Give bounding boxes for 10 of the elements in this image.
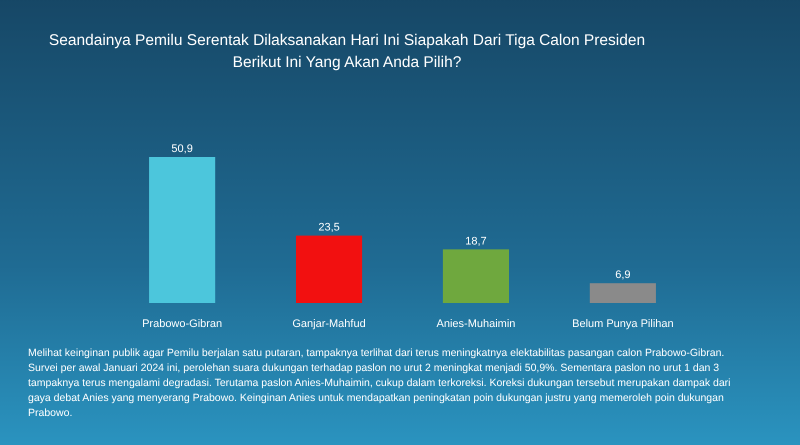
x-tick-label: Ganjar-Mahfud	[292, 318, 366, 330]
text: Melihat keinginan publik agar Pemilu berjalan satu putaran, tampaknya terlihat dari terus meningkatnya elektabilitas pasangan calon Prabowo-Gibran. Survei per awal Januari 2024 ini, perolehan suara dukungan terhadap paslon no urut 2 meningkat menjadi 50,9%. Sementara paslon no urut 1 dan 3 tampaknya terus mengalami degradasi. Terutama paslon Anies-Muhaimin, cukup dalam terkoreksi. Koreksi dukungan tersebut merupakan dampak dari gaya debat Anies yang menyerang Prabowo. Keinginan Anies untuk mendapatkan peningkatan poin dukungan justru yang memeroleh poin dukungan Prabowo.	[28, 346, 732, 421]
x-tick-label: Prabowo-Gibran	[142, 318, 222, 330]
x-tick-label: Anies-Muhaimin	[436, 318, 516, 330]
x-tick-label: Belum Punya Pilihan	[572, 318, 674, 330]
data-label: 50,9	[171, 143, 193, 155]
data-label: 23,5	[318, 222, 340, 234]
data-label: 18,7	[465, 235, 487, 248]
data-label: 6,9	[615, 269, 631, 282]
chart-title: Seandainya Pemilu Serentak Dilaksanakan Hari Ini Siapakah Dari Tiga Calon Presiden Berikut Ini Yang Akan Anda Pilih?	[48, 32, 646, 71]
